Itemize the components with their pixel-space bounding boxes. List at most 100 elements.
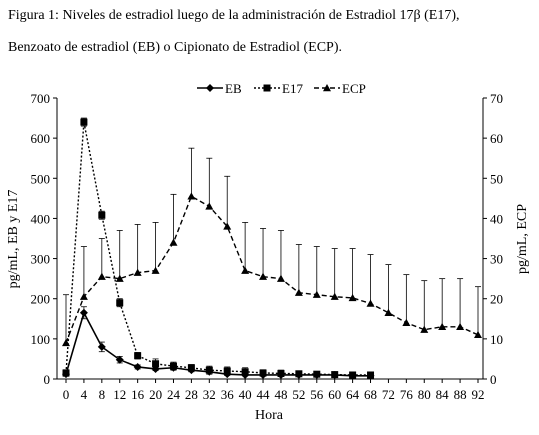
- x-tick-label: 28: [185, 387, 198, 402]
- y-left-tick-label: 100: [31, 332, 51, 347]
- x-tick-label: 48: [274, 387, 287, 402]
- data-point-eb: [276, 370, 285, 379]
- data-point-ecp: [79, 292, 88, 300]
- x-tick-label: 72: [382, 387, 395, 402]
- series-ecp: [62, 147, 482, 347]
- data-point-ecp: [330, 292, 339, 300]
- x-tick-label: 44: [257, 387, 271, 402]
- data-point-eb: [133, 362, 142, 371]
- data-point-ecp: [474, 330, 482, 339]
- legend-label-e17: E17: [282, 81, 303, 96]
- data-point-ecp: [169, 238, 178, 246]
- legend-label-ecp: ECP: [342, 81, 366, 96]
- legend-item-eb: EB: [197, 81, 242, 96]
- legend-label-eb: EB: [225, 81, 242, 96]
- data-point-eb: [97, 342, 106, 351]
- x-tick-label: 92: [472, 387, 485, 402]
- data-point-ecp: [438, 322, 447, 331]
- data-point-eb: [79, 308, 88, 317]
- x-tick-label: 56: [310, 387, 324, 402]
- x-tick-label: 88: [454, 387, 467, 402]
- data-point-eb: [151, 364, 160, 373]
- data-point-e17: [116, 299, 124, 307]
- y-left-tick-label: 600: [31, 131, 51, 146]
- data-point-ecp: [276, 274, 285, 282]
- data-point-ecp: [384, 308, 393, 316]
- data-point-eb: [294, 370, 303, 379]
- data-point-ecp: [294, 288, 303, 296]
- data-point-eb: [205, 367, 214, 376]
- data-point-ecp: [348, 293, 357, 302]
- x-axis-label: Hora: [255, 408, 284, 423]
- x-tick-label: 32: [203, 387, 216, 402]
- x-tick-label: 64: [346, 387, 360, 402]
- legend-marker-eb: [206, 84, 214, 92]
- data-point-eb: [169, 363, 178, 372]
- x-tick-label: 0: [63, 387, 70, 402]
- figure-caption-line-1: Figura 1: Niveles de estradiol luego de …: [8, 8, 460, 23]
- data-point-ecp: [133, 268, 142, 276]
- data-point-ecp: [366, 299, 375, 307]
- series-eb: [62, 306, 375, 380]
- y-left-tick-label: 0: [44, 372, 51, 387]
- data-point-ecp: [241, 266, 250, 274]
- chart-series: [62, 117, 482, 380]
- data-point-eb: [223, 370, 232, 379]
- data-point-eb: [330, 370, 339, 379]
- y-right-tick-label: 70: [490, 91, 503, 106]
- data-point-ecp: [223, 222, 232, 230]
- data-point-eb: [348, 371, 357, 380]
- data-point-eb: [62, 370, 70, 379]
- legend-marker-ecp: [323, 84, 331, 92]
- data-point-e17: [98, 211, 106, 219]
- y-left-tick-label: 200: [31, 292, 51, 307]
- figure-caption-line-2: Benzoato de estradiol (EB) o Cipionato d…: [8, 40, 342, 55]
- x-tick-label: 20: [149, 387, 162, 402]
- x-tick-label: 84: [436, 387, 450, 402]
- y-right-tick-label: 10: [490, 332, 503, 347]
- y-axis-right-label: pg/mL, ECP: [515, 204, 530, 274]
- y-left-tick-label: 700: [31, 91, 51, 106]
- y-right-tick-label: 0: [490, 372, 497, 387]
- data-point-ecp: [205, 202, 214, 210]
- series-e17: [62, 117, 375, 379]
- x-tick-label: 52: [292, 387, 305, 402]
- data-point-ecp: [420, 325, 429, 333]
- data-point-ecp: [259, 272, 268, 280]
- data-point-ecp: [456, 322, 465, 331]
- data-point-eb: [259, 370, 268, 379]
- y-right-tick-label: 20: [490, 292, 503, 307]
- y-right-tick-label: 40: [490, 211, 503, 226]
- data-point-eb: [187, 366, 196, 375]
- data-point-e17: [80, 118, 88, 126]
- data-point-ecp: [312, 290, 321, 298]
- data-point-ecp: [187, 192, 196, 200]
- data-point-ecp: [402, 318, 411, 326]
- x-tick-label: 16: [131, 387, 145, 402]
- x-tick-label: 80: [418, 387, 431, 402]
- y-right-tick-label: 60: [490, 131, 503, 146]
- series-line-ecp: [65, 195, 479, 344]
- y-left-tick-label: 300: [31, 252, 51, 267]
- legend-marker-e17: [263, 84, 271, 92]
- y-right-tick-label: 50: [490, 171, 503, 186]
- y-left-tick-label: 500: [31, 171, 51, 186]
- data-point-eb: [115, 355, 124, 364]
- x-tick-label: 12: [113, 387, 126, 402]
- x-tick-label: 40: [239, 387, 252, 402]
- data-point-ecp: [97, 272, 106, 280]
- series-line-e17: [65, 121, 371, 376]
- y-left-tick-label: 400: [31, 211, 51, 226]
- x-tick-label: 68: [364, 387, 377, 402]
- x-tick-label: 60: [328, 387, 341, 402]
- series-line-eb: [65, 310, 371, 377]
- x-tick-label: 24: [167, 387, 181, 402]
- legend-item-e17: E17: [254, 81, 303, 96]
- data-point-eb: [312, 370, 321, 379]
- y-axis-left-label: pg/mL, EB y E17: [6, 190, 21, 289]
- y-right-tick-label: 30: [490, 252, 503, 267]
- data-point-eb: [366, 371, 375, 380]
- x-tick-label: 4: [81, 387, 88, 402]
